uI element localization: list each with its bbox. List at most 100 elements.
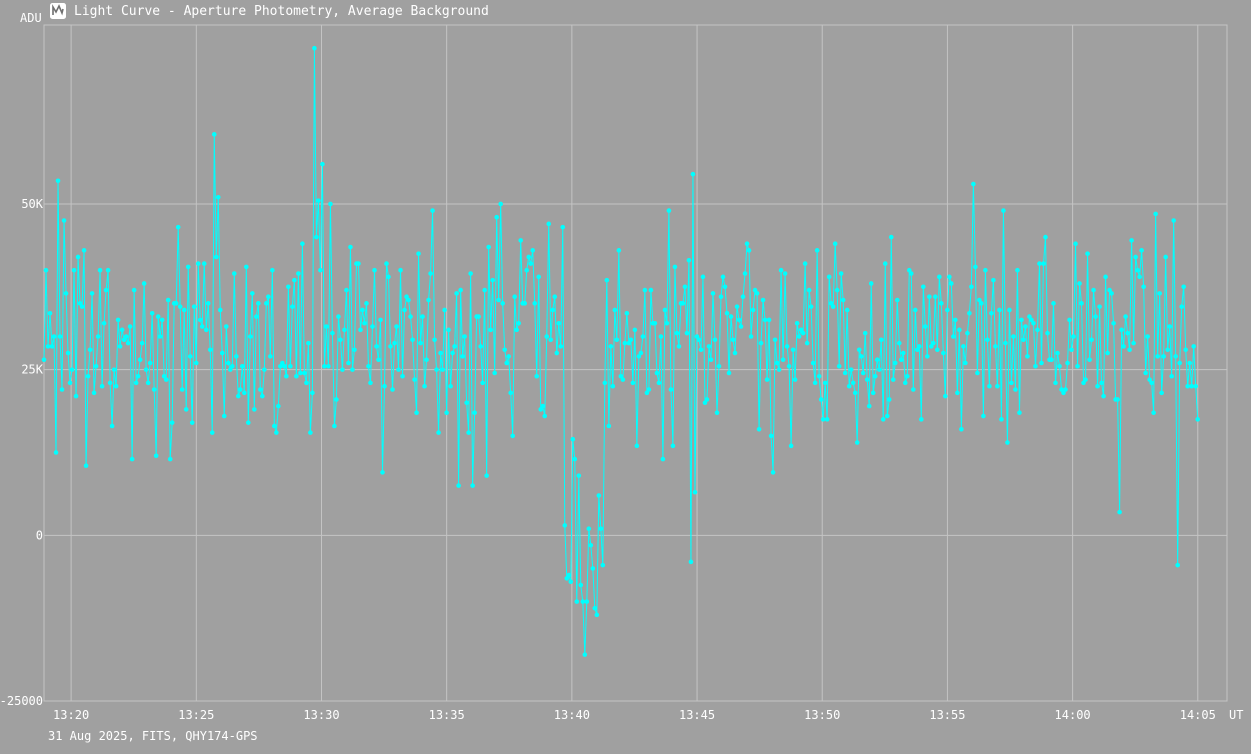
data-point[interactable] xyxy=(1129,238,1134,243)
data-point[interactable] xyxy=(846,383,852,389)
data-point[interactable] xyxy=(544,334,550,339)
data-point[interactable] xyxy=(217,307,223,313)
data-point[interactable] xyxy=(834,287,840,293)
data-point[interactable] xyxy=(786,364,792,369)
data-point[interactable] xyxy=(578,582,584,588)
data-point[interactable] xyxy=(997,307,1002,313)
data-point[interactable] xyxy=(1045,330,1050,336)
data-point[interactable] xyxy=(1175,562,1180,568)
data-point[interactable] xyxy=(1125,330,1130,336)
data-point[interactable] xyxy=(680,301,686,306)
data-point[interactable] xyxy=(1053,380,1058,386)
data-point[interactable] xyxy=(199,324,205,329)
data-point[interactable] xyxy=(137,357,143,362)
data-point[interactable] xyxy=(941,350,946,356)
data-point[interactable] xyxy=(943,393,948,399)
data-point[interactable] xyxy=(850,380,856,386)
data-point[interactable] xyxy=(894,297,900,303)
data-point[interactable] xyxy=(115,317,121,323)
data-point[interactable] xyxy=(989,310,994,316)
data-point[interactable] xyxy=(446,327,451,333)
data-point[interactable] xyxy=(386,274,391,280)
data-point[interactable] xyxy=(203,327,209,333)
data-point[interactable] xyxy=(89,291,95,296)
data-point[interactable] xyxy=(756,426,762,432)
data-point[interactable] xyxy=(638,350,644,356)
data-point[interactable] xyxy=(540,403,546,409)
data-point[interactable] xyxy=(384,261,389,266)
data-point[interactable] xyxy=(570,436,576,442)
data-point[interactable] xyxy=(977,297,982,303)
data-point[interactable] xyxy=(933,294,938,300)
data-point[interactable] xyxy=(774,360,780,366)
data-point[interactable] xyxy=(422,383,427,389)
data-point[interactable] xyxy=(169,420,175,425)
data-point[interactable] xyxy=(304,380,309,386)
data-point[interactable] xyxy=(670,443,676,449)
data-point[interactable] xyxy=(588,542,594,548)
data-point[interactable] xyxy=(396,367,401,372)
data-point[interactable] xyxy=(672,264,678,270)
data-point[interactable] xyxy=(223,324,229,329)
data-point[interactable] xyxy=(644,390,650,396)
data-point[interactable] xyxy=(664,320,670,326)
data-point[interactable] xyxy=(484,473,489,478)
data-point[interactable] xyxy=(820,417,826,422)
data-point[interactable] xyxy=(53,450,59,455)
data-point[interactable] xyxy=(1143,370,1148,376)
data-point[interactable] xyxy=(1181,284,1186,290)
data-point[interactable] xyxy=(83,463,89,469)
data-point[interactable] xyxy=(939,301,944,306)
data-point[interactable] xyxy=(402,307,407,313)
data-point[interactable] xyxy=(1189,383,1194,389)
data-point[interactable] xyxy=(207,347,213,353)
data-point[interactable] xyxy=(830,304,836,309)
data-point[interactable] xyxy=(442,307,447,313)
data-point[interactable] xyxy=(562,523,568,528)
data-point[interactable] xyxy=(700,274,706,280)
data-point[interactable] xyxy=(165,297,171,303)
data-point[interactable] xyxy=(564,576,570,581)
data-point[interactable] xyxy=(874,357,880,362)
data-point[interactable] xyxy=(87,347,93,353)
data-point[interactable] xyxy=(616,248,622,253)
data-point[interactable] xyxy=(314,234,319,240)
data-point[interactable] xyxy=(750,307,756,313)
data-point[interactable] xyxy=(858,354,864,359)
data-point[interactable] xyxy=(231,271,237,276)
data-point[interactable] xyxy=(1139,248,1144,253)
data-point[interactable] xyxy=(953,317,958,323)
data-point[interactable] xyxy=(654,370,660,376)
data-point[interactable] xyxy=(796,334,802,339)
data-point[interactable] xyxy=(640,334,646,339)
data-point[interactable] xyxy=(668,387,674,392)
data-point[interactable] xyxy=(195,261,201,266)
data-point[interactable] xyxy=(111,367,117,372)
data-point[interactable] xyxy=(788,443,794,449)
data-point[interactable] xyxy=(496,297,501,303)
data-point[interactable] xyxy=(872,373,878,379)
data-point[interactable] xyxy=(720,274,726,280)
data-point[interactable] xyxy=(466,430,471,435)
data-point[interactable] xyxy=(782,271,788,276)
data-point[interactable] xyxy=(592,605,598,611)
data-point[interactable] xyxy=(394,324,399,329)
data-point[interactable] xyxy=(826,274,832,280)
data-point[interactable] xyxy=(528,261,534,266)
data-point[interactable] xyxy=(187,354,193,359)
data-point[interactable] xyxy=(914,347,920,353)
data-point[interactable] xyxy=(494,214,499,220)
data-point[interactable] xyxy=(993,344,998,349)
data-point[interactable] xyxy=(574,599,580,604)
data-point[interactable] xyxy=(161,373,167,379)
data-point[interactable] xyxy=(1101,393,1106,399)
data-point[interactable] xyxy=(1023,324,1028,329)
data-point[interactable] xyxy=(860,370,866,376)
data-point[interactable] xyxy=(149,310,155,316)
data-point[interactable] xyxy=(155,314,161,319)
data-point[interactable] xyxy=(298,370,303,376)
data-point[interactable] xyxy=(350,367,355,372)
data-point[interactable] xyxy=(652,320,658,326)
data-point[interactable] xyxy=(410,337,415,343)
data-point[interactable] xyxy=(614,337,620,343)
